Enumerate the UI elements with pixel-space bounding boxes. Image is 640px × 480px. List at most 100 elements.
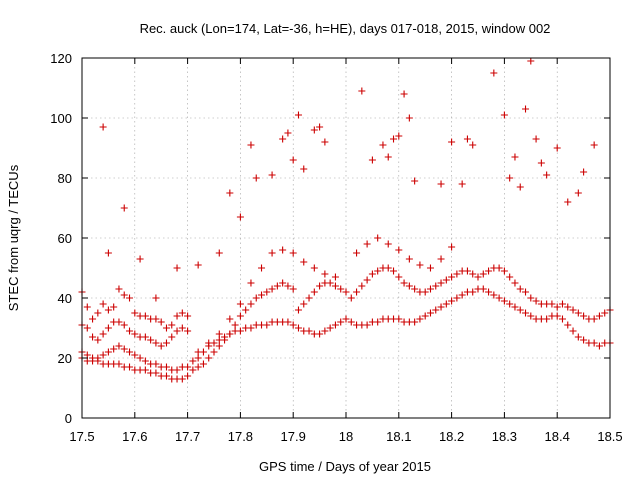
data-point xyxy=(316,330,324,338)
data-point xyxy=(411,285,419,293)
data-point xyxy=(421,312,429,320)
x-tick-label: 18.1 xyxy=(386,429,411,444)
data-point xyxy=(226,315,234,323)
data-point xyxy=(131,309,139,317)
data-point xyxy=(363,321,371,329)
data-point xyxy=(511,279,519,287)
x-tick-label: 17.7 xyxy=(175,429,200,444)
data-point xyxy=(453,294,461,302)
data-point xyxy=(527,312,535,320)
data-point xyxy=(110,303,118,311)
data-point xyxy=(94,336,102,344)
data-point xyxy=(236,327,244,335)
data-point xyxy=(126,327,134,335)
y-tick-label: 20 xyxy=(58,351,72,366)
data-point xyxy=(300,165,308,173)
data-point xyxy=(162,324,170,332)
data-point xyxy=(516,183,524,191)
data-point xyxy=(199,360,207,368)
data-point xyxy=(437,255,445,263)
data-point xyxy=(104,324,112,332)
data-point xyxy=(485,288,493,296)
x-tick-label: 17.6 xyxy=(122,429,147,444)
data-point xyxy=(147,336,155,344)
data-point xyxy=(326,279,334,287)
data-point xyxy=(490,291,498,299)
data-point xyxy=(448,138,456,146)
x-tick-label: 17.8 xyxy=(228,429,253,444)
data-point xyxy=(194,348,202,356)
data-point xyxy=(569,327,577,335)
data-point xyxy=(511,153,519,161)
data-point xyxy=(374,318,382,326)
data-point xyxy=(316,123,324,131)
data-point xyxy=(89,315,97,323)
data-point xyxy=(247,279,255,287)
data-point xyxy=(273,282,281,290)
data-point xyxy=(300,300,308,308)
data-point xyxy=(268,171,276,179)
data-point xyxy=(247,141,255,149)
data-point xyxy=(189,357,197,365)
data-point xyxy=(215,249,223,257)
data-point xyxy=(157,342,165,350)
data-point xyxy=(601,309,609,317)
data-point xyxy=(231,321,239,329)
data-point xyxy=(83,303,91,311)
data-point xyxy=(173,264,181,272)
data-point xyxy=(506,273,514,281)
x-axis-label: GPS time / Days of year 2015 xyxy=(259,459,431,474)
x-tick-label: 18 xyxy=(339,429,353,444)
data-point xyxy=(300,258,308,266)
data-point xyxy=(152,369,160,377)
data-point xyxy=(474,273,482,281)
data-point xyxy=(358,87,366,95)
data-point xyxy=(353,249,361,257)
data-point xyxy=(442,276,450,284)
data-point xyxy=(247,324,255,332)
data-point xyxy=(416,261,424,269)
data-point xyxy=(126,363,134,371)
data-point xyxy=(115,285,123,293)
data-point xyxy=(426,264,434,272)
data-point xyxy=(194,363,202,371)
data-point xyxy=(469,141,477,149)
data-point xyxy=(247,300,255,308)
data-point xyxy=(178,324,186,332)
data-point xyxy=(184,327,192,335)
data-point xyxy=(279,279,287,287)
data-point xyxy=(405,114,413,122)
data-point xyxy=(157,318,165,326)
plot-frame xyxy=(81,57,611,419)
data-point xyxy=(305,327,313,335)
data-point xyxy=(321,138,329,146)
data-point xyxy=(590,339,598,347)
data-point xyxy=(252,294,260,302)
data-point xyxy=(363,240,371,248)
data-point xyxy=(564,198,572,206)
data-point xyxy=(442,300,450,308)
data-point xyxy=(522,105,530,113)
x-tick-label: 18.3 xyxy=(492,429,517,444)
data-point xyxy=(184,372,192,380)
data-point xyxy=(236,213,244,221)
data-point xyxy=(173,366,181,374)
data-point xyxy=(363,276,371,284)
data-point xyxy=(226,330,234,338)
data-point xyxy=(527,57,535,65)
data-point xyxy=(384,264,392,272)
data-point xyxy=(104,306,112,314)
data-point xyxy=(289,321,297,329)
data-point xyxy=(83,324,91,332)
data-point xyxy=(426,309,434,317)
data-point xyxy=(131,330,139,338)
data-point xyxy=(120,321,128,329)
data-point xyxy=(294,306,302,314)
data-point xyxy=(353,288,361,296)
data-point xyxy=(395,246,403,254)
data-point xyxy=(294,111,302,119)
data-point xyxy=(141,333,149,341)
y-tick-label: 100 xyxy=(50,111,72,126)
